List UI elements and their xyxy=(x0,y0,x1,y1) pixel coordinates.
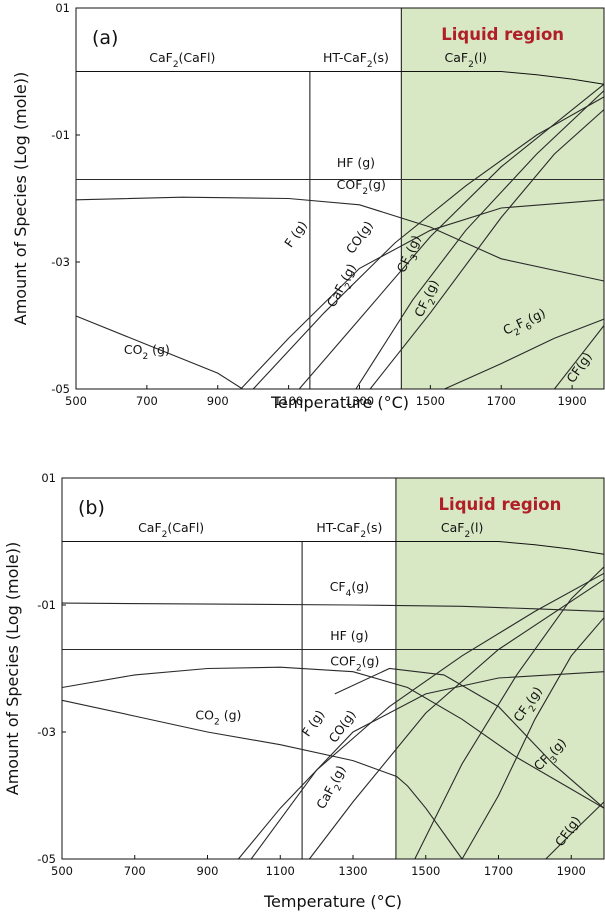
species-label: CaF2(g) xyxy=(313,763,353,814)
x-tick-label: 500 xyxy=(65,394,87,408)
species-label: HF (g) xyxy=(337,155,375,170)
species-curve xyxy=(76,71,605,85)
phase-label: CaF2(l) xyxy=(445,50,488,70)
x-tick-label: 1100 xyxy=(266,864,295,878)
x-tick-label: 1900 xyxy=(557,394,586,408)
liquid-region-title: Liquid region xyxy=(441,25,564,44)
species-curve xyxy=(461,617,605,860)
species-curve xyxy=(334,667,605,809)
species-label: CaF2(g) xyxy=(324,261,364,312)
species-curve xyxy=(61,699,463,860)
y-tick-label: 01 xyxy=(41,471,56,485)
species-label: CF4(g) xyxy=(330,579,369,599)
x-tick-label: 1100 xyxy=(274,394,303,408)
y-axis-label: Amount of Species (Log (mole)) xyxy=(3,542,22,795)
species-curve xyxy=(62,541,605,555)
species-label: CO2 (g) xyxy=(124,342,170,362)
x-tick-label: 1700 xyxy=(487,394,516,408)
chart-panel-a: 500 700 900 1100 1300 1500 1700 1900 01 -01 -03 -05… xyxy=(11,1,605,412)
y-tick-label: -05 xyxy=(51,382,70,396)
x-tick-label: 1700 xyxy=(484,864,513,878)
panel-label: (a) xyxy=(92,27,118,49)
y-tick-label: -03 xyxy=(51,255,70,269)
y-axis-label: Amount of Species (Log (mole)) xyxy=(11,72,30,325)
plot-frame xyxy=(61,477,605,860)
species-label: F (g) xyxy=(299,707,328,739)
x-tick-label: 700 xyxy=(136,394,158,408)
species-curve xyxy=(545,801,605,860)
species-label: F (g) xyxy=(281,218,310,250)
species-label: COF2(g) xyxy=(337,177,386,197)
species-curve xyxy=(444,318,605,390)
species-label: CF2(g) xyxy=(411,277,446,321)
x-tick-label: 900 xyxy=(207,394,229,408)
phase-label: HT-CaF2(s) xyxy=(323,50,389,70)
species-curve xyxy=(75,196,605,282)
x-tick-label: 900 xyxy=(197,864,219,878)
panel-label: (b) xyxy=(78,497,105,519)
plot-frame xyxy=(75,7,605,390)
species-curve xyxy=(369,109,605,390)
species-curve xyxy=(61,666,605,809)
species-curve xyxy=(240,199,605,390)
species-curve xyxy=(308,579,605,860)
species-label: C2F6(g) xyxy=(501,305,550,342)
chart-panel-b: 500 700 900 1100 1300 1500 1700 1900 01 -01 -03 -05… xyxy=(3,471,605,911)
species-curve xyxy=(298,83,605,390)
species-curve xyxy=(414,566,605,860)
liquid-region-title: Liquid region xyxy=(439,495,562,514)
species-label: HF (g) xyxy=(330,628,368,643)
x-tick-label: 1500 xyxy=(411,864,440,878)
species-label: CO(g) xyxy=(343,218,376,256)
y-tick-label: -01 xyxy=(37,598,56,612)
species-label: CF3(g) xyxy=(393,233,428,277)
y-tick-label: -05 xyxy=(37,852,56,866)
x-axis-label: Temperature (°C) xyxy=(270,393,409,412)
phase-label: CaF2(CaFl) xyxy=(149,50,215,70)
phase-label: CaF2(CaFl) xyxy=(138,520,204,540)
species-curve xyxy=(553,325,605,390)
x-tick-label: 500 xyxy=(51,864,73,878)
x-axis-label: Temperature (°C) xyxy=(263,892,402,911)
liquid-region-band xyxy=(401,8,604,389)
phase-label: CaF2(l) xyxy=(441,520,484,540)
x-tick-label: 1300 xyxy=(338,864,367,878)
y-tick-label: -03 xyxy=(37,725,56,739)
phase-label: HT-CaF2(s) xyxy=(316,520,382,540)
x-tick-label: 700 xyxy=(124,864,146,878)
species-curve xyxy=(250,572,605,860)
species-label: CO2 (g) xyxy=(195,707,241,727)
species-label: COF2(g) xyxy=(330,653,379,673)
y-tick-label: -01 xyxy=(51,128,70,142)
x-tick-label: 1300 xyxy=(345,394,374,408)
y-tick-label: 01 xyxy=(55,1,70,15)
x-tick-label: 1900 xyxy=(557,864,586,878)
species-curve xyxy=(355,90,605,390)
species-curve xyxy=(75,315,243,390)
x-tick-label: 1500 xyxy=(416,394,445,408)
species-label: CO(g) xyxy=(326,707,359,745)
liquid-region-band xyxy=(395,478,604,859)
